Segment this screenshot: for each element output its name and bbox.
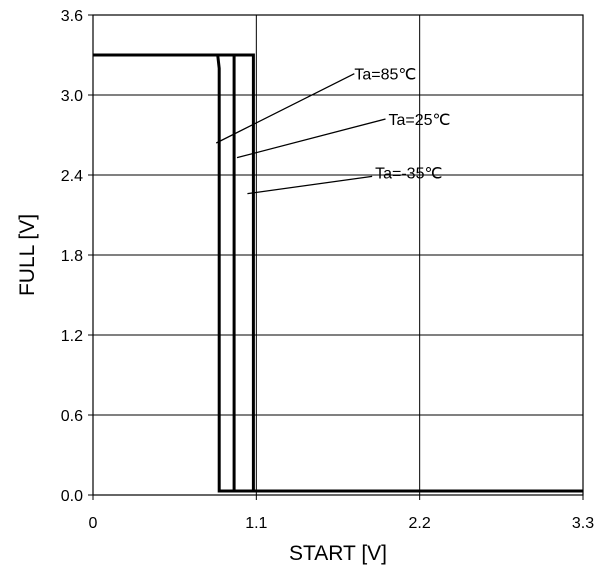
series-line-2 bbox=[93, 53, 583, 493]
x-tick-label: 0 bbox=[89, 515, 98, 532]
x-tick-label: 3.3 bbox=[572, 515, 594, 532]
y-tick-label: 0.0 bbox=[61, 488, 83, 505]
annotation-leader-0 bbox=[215, 73, 355, 144]
y-tick-label: 0.6 bbox=[61, 408, 83, 425]
annotations: Ta=85℃ Ta=25℃ Ta=-35℃ bbox=[215, 67, 451, 195]
tick-labels: 0.0 0.6 1.2 1.8 2.4 3.0 3.6 0 1.1 2.2 3.3 bbox=[61, 8, 594, 532]
y-tick-label: 3.6 bbox=[61, 8, 83, 25]
annotation-leader-1 bbox=[236, 118, 386, 159]
x-tick-label: 1.1 bbox=[245, 515, 267, 532]
annotation-leader-2 bbox=[247, 175, 373, 195]
gridlines bbox=[93, 15, 583, 495]
y-tick-label: 3.0 bbox=[61, 88, 83, 105]
annotation-label-1: Ta=25℃ bbox=[388, 112, 450, 129]
axis-ticks bbox=[88, 14, 584, 500]
series-lines bbox=[93, 53, 583, 493]
x-tick-label: 2.2 bbox=[409, 515, 431, 532]
y-tick-label: 1.2 bbox=[61, 328, 83, 345]
y-axis-title: FULL [V] bbox=[16, 214, 39, 296]
annotation-label-2: Ta=-35℃ bbox=[375, 165, 442, 182]
y-tick-label: 2.4 bbox=[61, 168, 83, 185]
y-tick-label: 1.8 bbox=[61, 248, 83, 265]
x-axis-title: START [V] bbox=[289, 542, 387, 565]
annotation-label-0: Ta=85℃ bbox=[354, 67, 416, 84]
